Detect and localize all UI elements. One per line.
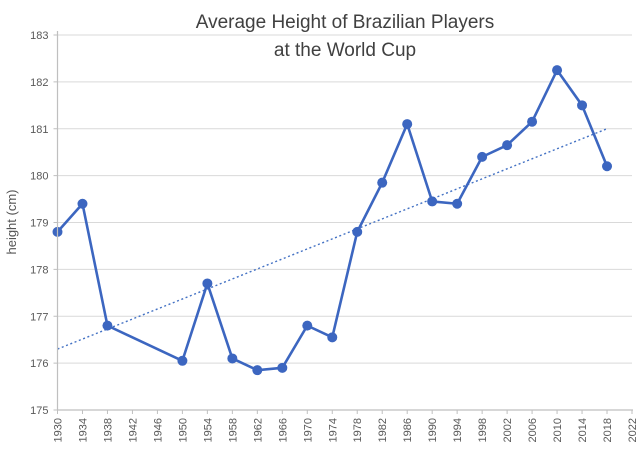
series-line-group <box>56 68 609 372</box>
x-tick-label: 1986 <box>402 418 414 442</box>
y-tick-label: 175 <box>30 405 48 417</box>
y-tick-label: 178 <box>30 264 48 276</box>
x-tick-label: 1966 <box>277 418 289 442</box>
trend-line <box>57 128 608 350</box>
data-point-1998 <box>477 151 488 162</box>
y-tick-label: 177 <box>30 311 48 323</box>
x-tick-label: 1942 <box>127 418 139 442</box>
y-tick-label: 179 <box>30 218 48 230</box>
data-point-1970 <box>302 320 313 331</box>
data-point-1954 <box>202 278 213 289</box>
x-tick-label: 1938 <box>102 418 114 442</box>
x-tick-label: 1982 <box>377 418 389 442</box>
chart-title-line2: at the World Cup <box>274 40 416 61</box>
y-axis-title: height (cm) <box>4 189 19 254</box>
x-tick-label: 1990 <box>427 418 439 442</box>
data-point-1958 <box>227 353 238 364</box>
gridlines <box>57 34 632 364</box>
x-tick-label: 1934 <box>77 418 89 442</box>
x-tick-label: 1962 <box>252 418 264 442</box>
data-point-1950 <box>177 355 188 366</box>
x-tick-label: 1974 <box>327 418 339 442</box>
data-point-2002 <box>502 140 513 151</box>
x-tick-label: 2022 <box>627 418 639 442</box>
x-tick-label: 1950 <box>177 418 189 442</box>
data-point-2014 <box>577 100 588 111</box>
data-points-group <box>52 65 613 376</box>
data-point-1994 <box>452 198 463 209</box>
data-point-1962 <box>252 365 263 376</box>
series-line <box>56 68 609 372</box>
data-point-2006 <box>527 116 538 127</box>
x-tick-label: 2018 <box>602 418 614 442</box>
x-tick-label: 1994 <box>452 418 464 442</box>
x-tick-label: 2006 <box>527 418 539 442</box>
x-tick-label: 1930 <box>53 418 65 442</box>
x-tick-labels: 1930 1934 1938 1942 1946 1950 1954 1958 1962 1966… <box>53 418 640 442</box>
x-tick-label: 1998 <box>477 418 489 442</box>
x-tick-label: 2002 <box>502 418 514 442</box>
x-tick-label: 2010 <box>552 418 564 442</box>
x-tick-label: 2014 <box>577 418 589 442</box>
data-point-1978 <box>352 226 363 237</box>
data-point-1974 <box>327 332 338 343</box>
data-point-1966 <box>277 362 288 373</box>
data-point-1982 <box>377 177 388 188</box>
data-point-1938 <box>102 320 113 331</box>
data-point-2018 <box>602 161 613 172</box>
y-tick-labels: 175 176 177 178 179 180 181 182 183 <box>30 30 48 417</box>
data-point-1986 <box>402 119 413 130</box>
x-tick-label: 1958 <box>227 418 239 442</box>
y-tick-label: 182 <box>30 77 48 89</box>
data-point-1934 <box>77 198 88 209</box>
data-point-1990 <box>427 196 438 207</box>
x-tick-label: 1946 <box>152 418 164 442</box>
chart-title-line1: Average Height of Brazilian Players <box>196 12 495 33</box>
y-tick-label: 176 <box>30 358 48 370</box>
x-tick-label: 1978 <box>352 418 364 442</box>
x-tick-label: 1970 <box>302 418 314 442</box>
trendline-group <box>57 128 608 350</box>
data-point-2010 <box>552 65 563 76</box>
y-tick-label: 183 <box>30 30 48 42</box>
y-tick-label: 180 <box>30 171 48 183</box>
axes-group <box>53 31 633 414</box>
y-tick-label: 181 <box>30 124 48 136</box>
x-tick-label: 1954 <box>202 418 214 442</box>
